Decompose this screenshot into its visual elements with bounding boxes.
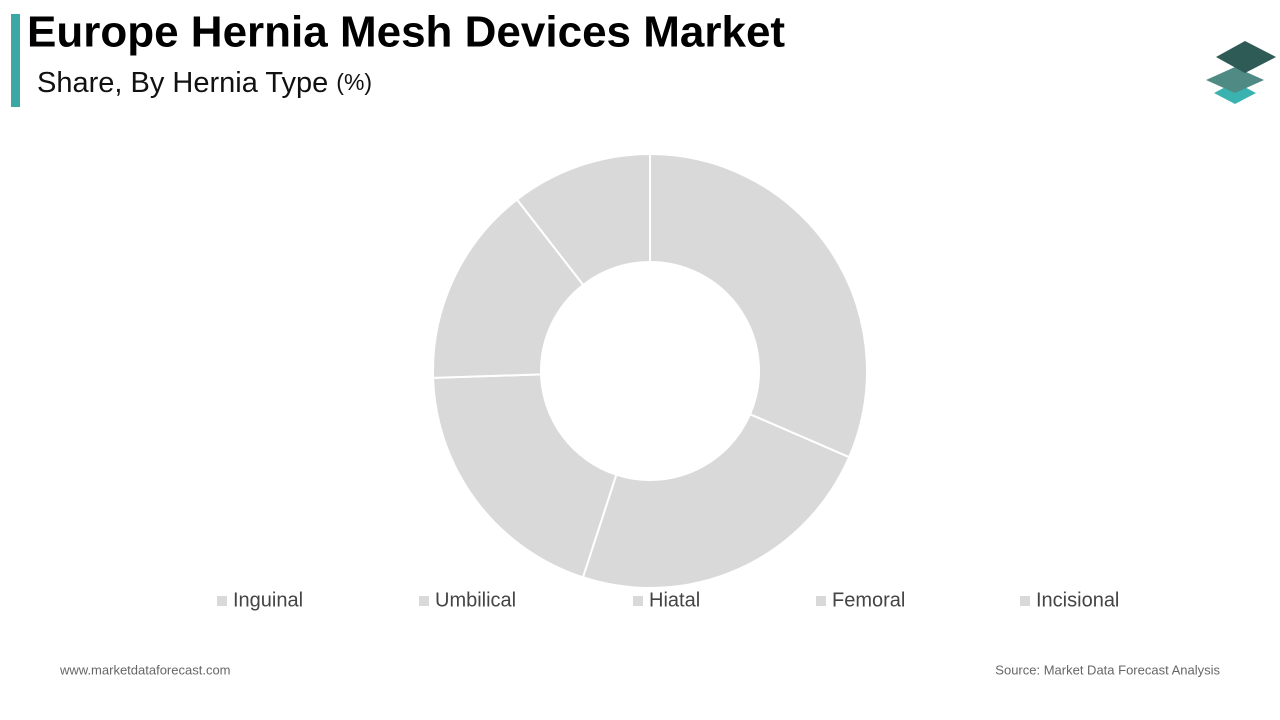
title-accent bbox=[11, 14, 20, 107]
legend-label: Umbilical bbox=[435, 589, 516, 611]
donut-segment bbox=[432, 373, 618, 579]
logo bbox=[1206, 41, 1276, 104]
donut-segment bbox=[581, 412, 851, 589]
footer-source: Source: Market Data Forecast Analysis bbox=[995, 662, 1220, 677]
legend-label: Inguinal bbox=[233, 589, 303, 611]
donut-segment bbox=[432, 198, 585, 379]
donut-segment bbox=[515, 152, 651, 287]
legend-swatch bbox=[419, 596, 429, 606]
chart-subtitle: Share, By Hernia Type (%) bbox=[37, 67, 372, 99]
legend-swatch bbox=[1020, 596, 1030, 606]
legend-swatch bbox=[816, 596, 826, 606]
legend-label: Femoral bbox=[832, 589, 905, 611]
donut-segment bbox=[649, 152, 868, 459]
legend-label: Incisional bbox=[1036, 589, 1119, 611]
legend-label: Hiatal bbox=[649, 589, 700, 611]
footer-website: www.marketdataforecast.com bbox=[59, 662, 231, 677]
legend-swatch bbox=[633, 596, 643, 606]
legend-swatch bbox=[217, 596, 227, 606]
chart-title: Europe Hernia Mesh Devices Market bbox=[27, 8, 785, 57]
